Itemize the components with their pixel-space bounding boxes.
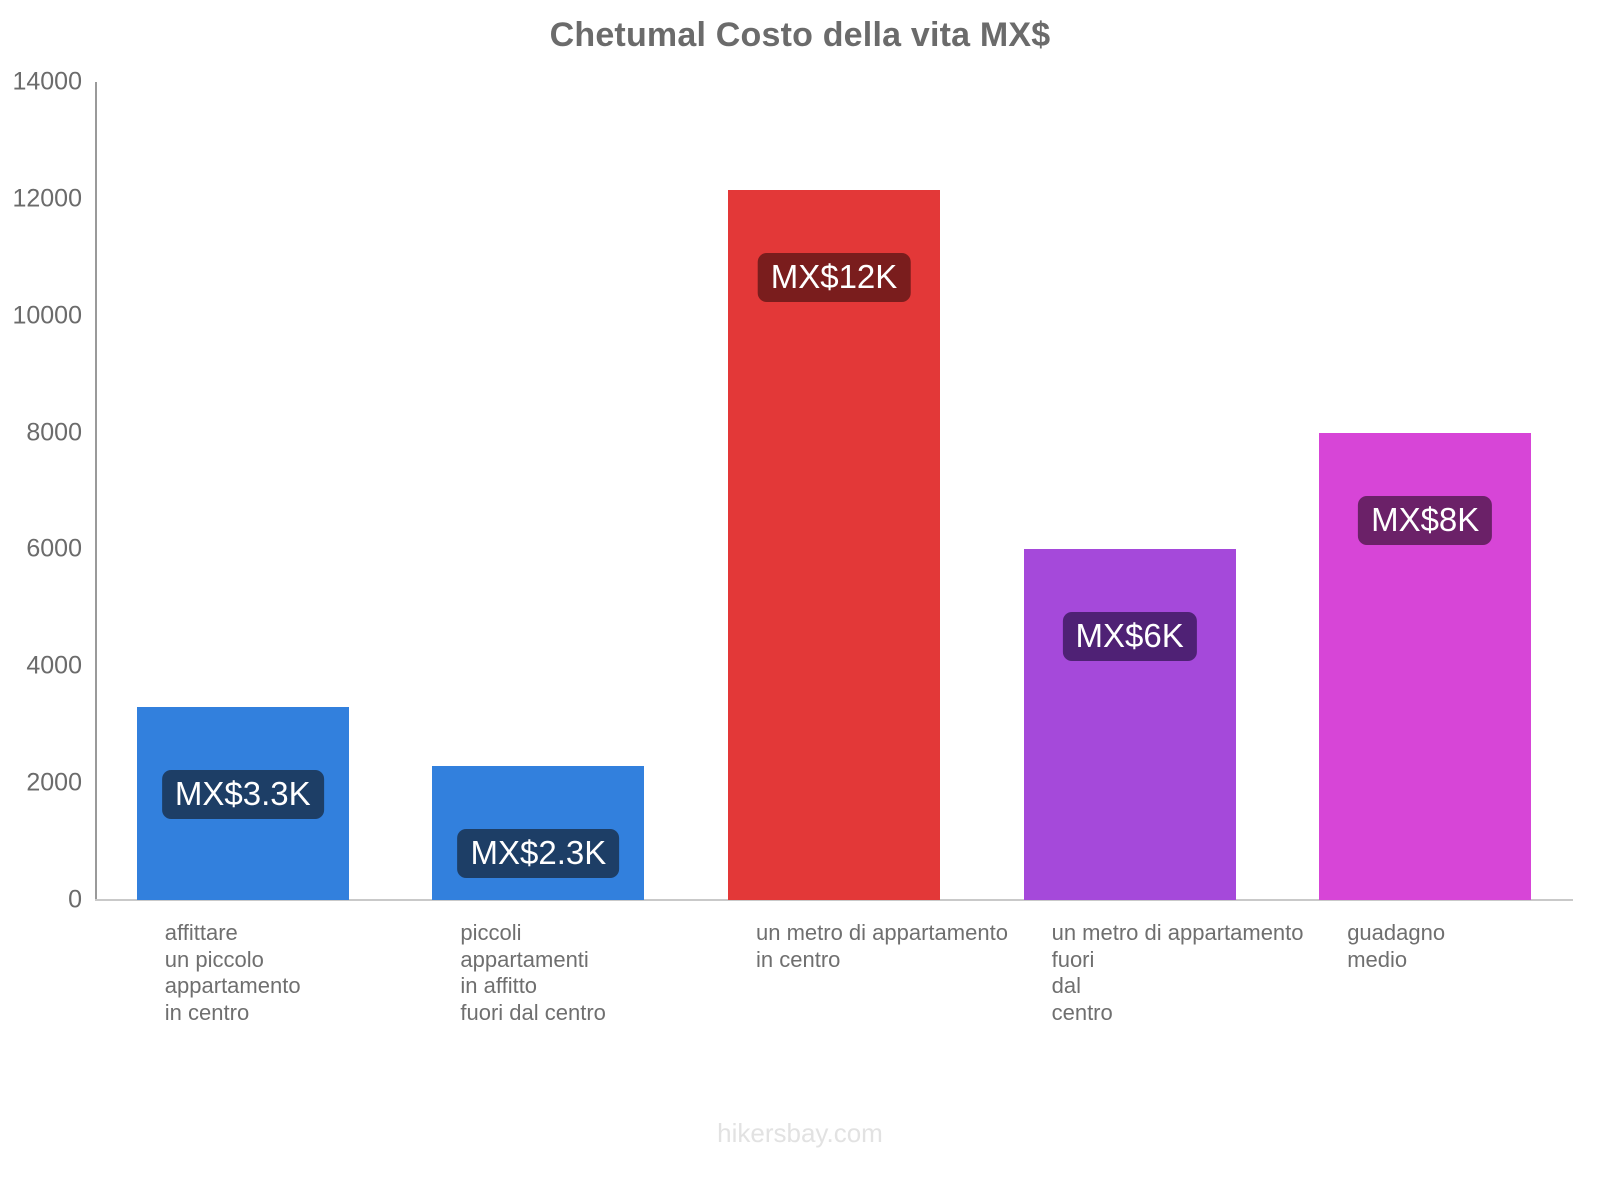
bar[interactable]: MX$8K	[1319, 432, 1532, 900]
y-axis-tick-label: 14000	[12, 67, 82, 96]
x-axis-category-label: piccoli appartamenti in affitto fuori da…	[460, 920, 606, 1025]
x-axis-category-label: affittare un piccolo appartamento in cen…	[164, 920, 301, 1025]
y-axis-tick-label: 8000	[26, 418, 82, 447]
x-axis-line	[95, 899, 1573, 901]
bar-value-label: MX$8K	[1358, 495, 1493, 545]
y-axis-tick-label: 2000	[26, 768, 82, 797]
bar[interactable]: MX$12K	[728, 190, 940, 900]
bar[interactable]: MX$6K	[1023, 549, 1236, 900]
bar-value-label: MX$12K	[757, 253, 911, 303]
footer-watermark: hikersbay.com	[717, 1118, 883, 1148]
x-axis-category-label: un metro di appartamento in centro	[756, 920, 1008, 972]
y-axis-tick-label: 4000	[26, 651, 82, 680]
y-axis-tick-label: 12000	[12, 184, 82, 213]
y-axis-line	[95, 82, 97, 900]
bar-value-label: MX$2.3K	[457, 828, 620, 878]
y-axis-tick-label: 10000	[12, 301, 82, 330]
x-axis-category-label: un metro di appartamento fuori dal centr…	[1051, 920, 1304, 1025]
bar[interactable]: MX$3.3K	[136, 707, 349, 900]
y-axis-tick-label: 0	[68, 885, 82, 914]
x-axis-category-label: guadagno medio	[1347, 920, 1446, 972]
bar-value-label: MX$3.3K	[161, 770, 324, 820]
chart-title: Chetumal Costo della vita MX$	[549, 16, 1051, 54]
y-axis-tick-label: 6000	[26, 534, 82, 563]
bar-value-label: MX$6K	[1062, 612, 1197, 662]
bar[interactable]: MX$2.3K	[432, 765, 645, 900]
